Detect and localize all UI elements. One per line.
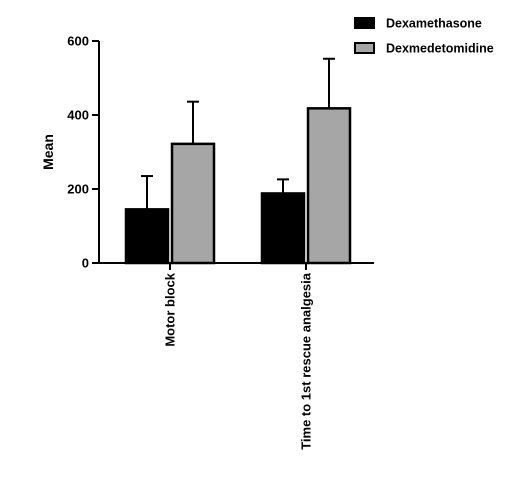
bar (124, 208, 170, 265)
bar (260, 192, 306, 265)
x-tick-label: Motor block (163, 272, 178, 346)
x-axis: Motor block Time to 1st rescue analgesia (99, 262, 374, 450)
y-tick-label: 200 (67, 182, 89, 197)
bar (170, 142, 216, 265)
legend-label: Dexamethasone (386, 17, 482, 31)
y-tick-label: 0 (82, 256, 89, 271)
legend: Dexamethasone Dexmedetomidine (354, 17, 494, 56)
y-tick-label: 400 (67, 108, 89, 123)
y-tick-label: 600 (67, 34, 89, 49)
x-tick-label: Time to 1st rescue analgesia (299, 272, 314, 450)
bars (124, 57, 352, 265)
legend-swatch (354, 42, 375, 54)
legend-swatch (354, 17, 375, 29)
y-axis-label: Mean (40, 134, 56, 170)
legend-label: Dexmedetomidine (386, 42, 494, 56)
y-axis: 0 200 400 600 (67, 34, 100, 271)
bar (306, 107, 352, 265)
